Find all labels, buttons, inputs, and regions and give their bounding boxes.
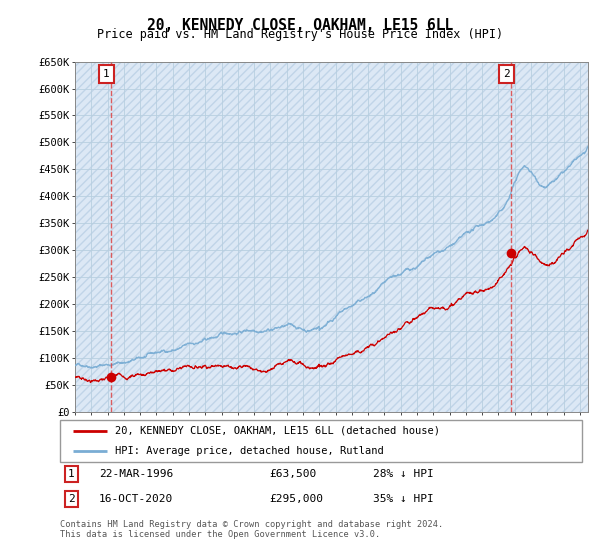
Text: £295,000: £295,000 [269, 494, 323, 504]
Text: Price paid vs. HM Land Registry's House Price Index (HPI): Price paid vs. HM Land Registry's House … [97, 28, 503, 41]
Text: 16-OCT-2020: 16-OCT-2020 [99, 494, 173, 504]
Text: 1: 1 [103, 69, 110, 79]
Text: 28% ↓ HPI: 28% ↓ HPI [373, 469, 434, 479]
Text: 22-MAR-1996: 22-MAR-1996 [99, 469, 173, 479]
Text: 2: 2 [68, 494, 75, 504]
Text: 20, KENNEDY CLOSE, OAKHAM, LE15 6LL (detached house): 20, KENNEDY CLOSE, OAKHAM, LE15 6LL (det… [115, 426, 440, 436]
Text: HPI: Average price, detached house, Rutland: HPI: Average price, detached house, Rutl… [115, 446, 383, 456]
FancyBboxPatch shape [60, 420, 582, 462]
Text: 1: 1 [68, 469, 75, 479]
Text: 2: 2 [503, 69, 510, 79]
Text: £63,500: £63,500 [269, 469, 316, 479]
Text: Contains HM Land Registry data © Crown copyright and database right 2024.
This d: Contains HM Land Registry data © Crown c… [60, 520, 443, 539]
Text: 35% ↓ HPI: 35% ↓ HPI [373, 494, 434, 504]
Text: 20, KENNEDY CLOSE, OAKHAM, LE15 6LL: 20, KENNEDY CLOSE, OAKHAM, LE15 6LL [147, 18, 453, 33]
